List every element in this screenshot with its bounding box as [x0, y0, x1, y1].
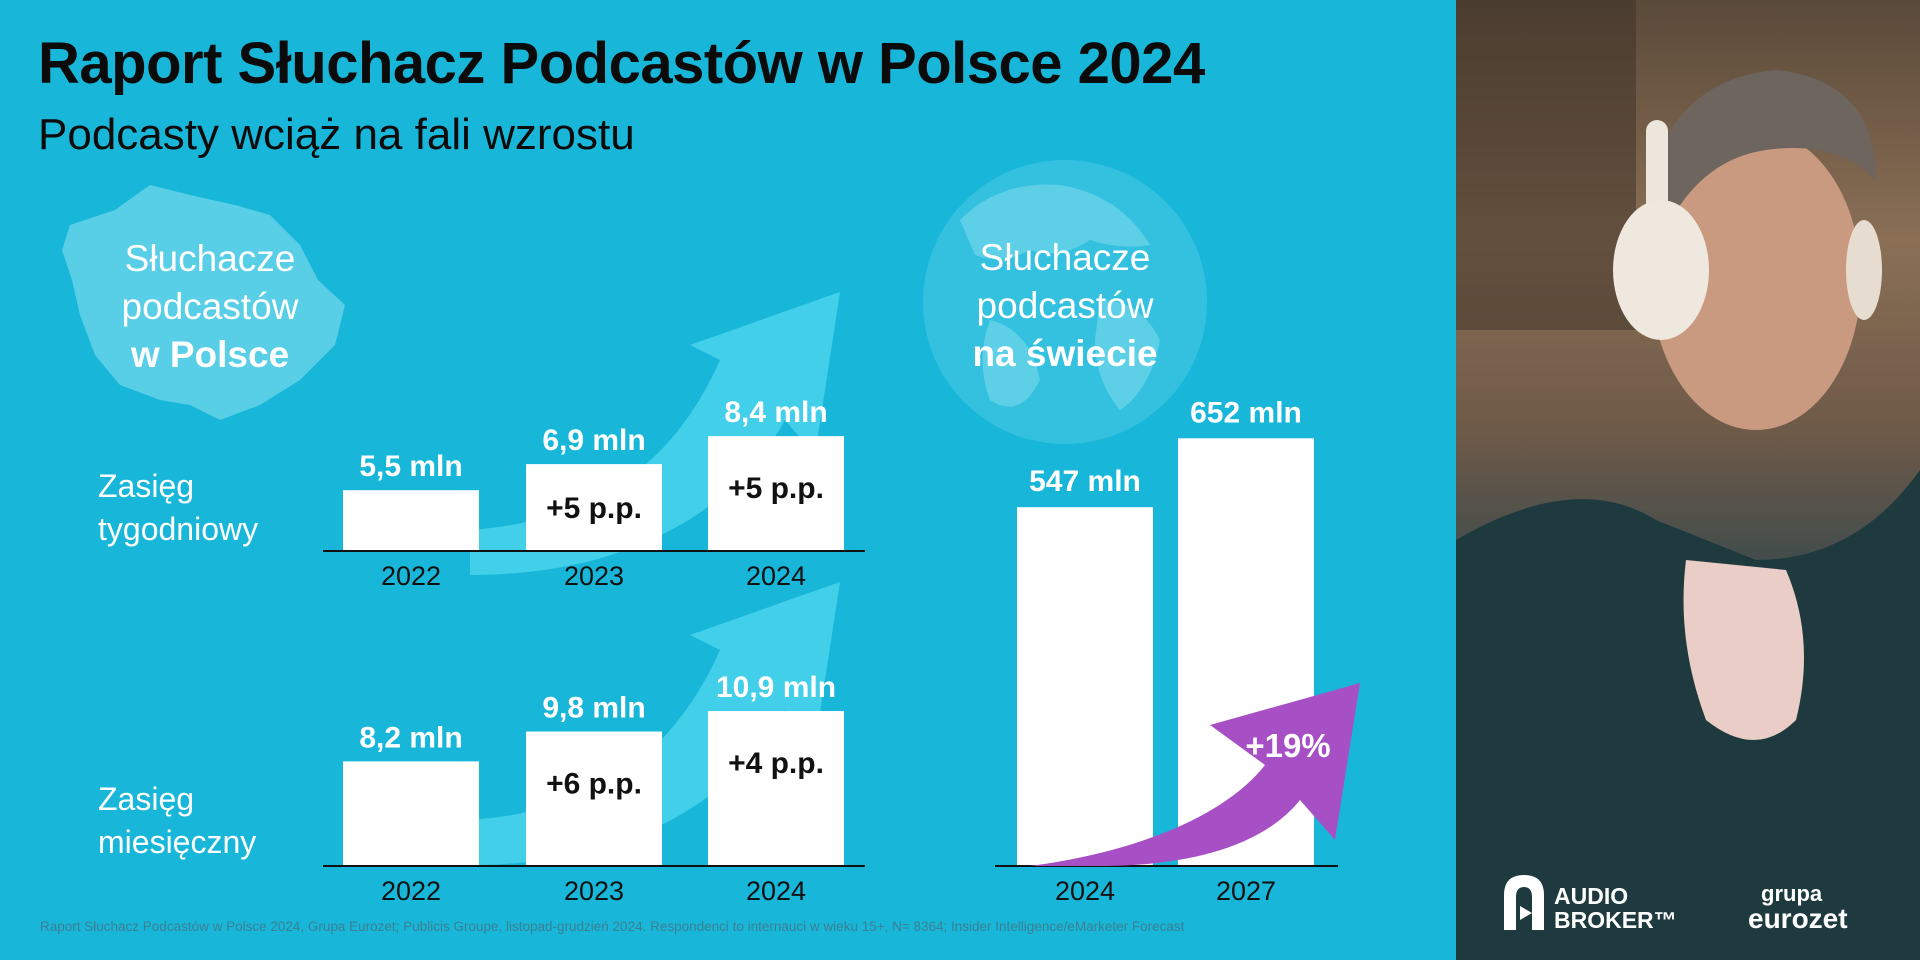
monthly-change-label-2024: +4 p.p.	[728, 747, 824, 780]
monthly-label-line1: Zasięg	[98, 781, 195, 817]
weekly-row-label: Zasięg tygodniowy	[98, 465, 258, 551]
charts: 5,5 mln 2022 6,9 mln +5 p.p. 2023 8,4 mln +5 p…	[323, 396, 1360, 906]
world-tick-2027: 2027	[1216, 876, 1276, 906]
monthly-bar-2024	[708, 711, 844, 866]
weekly-bar-2022	[343, 490, 479, 551]
face-shape	[1651, 130, 1861, 430]
monthly-bar-2022	[343, 761, 479, 866]
world-bar-2024	[1017, 507, 1153, 866]
world-label-line1: Słuchacze	[979, 237, 1151, 278]
page-title: Raport Słuchacz Podcastów w Polsce 2024	[38, 31, 1205, 96]
monthly-tick-2024: 2024	[746, 876, 806, 906]
world-value-label-2024: 547 mln	[1029, 465, 1141, 498]
weekly-bar-2023	[526, 464, 662, 551]
audio-broker-line1: AUDIO	[1554, 883, 1628, 909]
man-with-headphones-photo: AUDIO BROKER™ grupa eurozet	[1456, 0, 1920, 960]
decoration-layer	[62, 160, 1207, 865]
poland-map-icon	[62, 185, 345, 420]
world-label-line2: podcastów	[976, 285, 1154, 326]
monthly-value-label-2023: 9,8 mln	[542, 692, 645, 725]
monthly-bar-2023	[526, 731, 662, 866]
infographic-panel: Raport Słuchacz Podcastów w Polsce 2024 …	[0, 0, 1456, 960]
poland-label-line3: w Polsce	[130, 334, 290, 375]
monthly-tick-2022: 2022	[381, 876, 441, 906]
weekly-value-label-2023: 6,9 mln	[542, 424, 645, 457]
headphone-cup	[1613, 200, 1709, 340]
eurozet-line1: grupa	[1761, 881, 1823, 906]
weekly-change-label-2023: +5 p.p.	[546, 492, 642, 525]
monthly-label-line2: miesięczny	[98, 824, 257, 860]
play-icon	[1520, 906, 1532, 920]
audio-broker-line2: BROKER™	[1554, 907, 1677, 933]
page-subtitle: Podcasty wciąż na fali wzrostu	[38, 110, 635, 159]
background-shelf	[1456, 0, 1636, 330]
weekly-label-line1: Zasięg	[98, 468, 195, 504]
eurozet-line2: eurozet	[1748, 903, 1848, 934]
poland-label-line2: podcastów	[121, 286, 299, 327]
weekly-value-label-2022: 5,5 mln	[359, 450, 462, 483]
monthly-change-label-2023: +6 p.p.	[546, 768, 642, 801]
audio-broker-logo-icon	[1504, 875, 1544, 930]
growth-arrow-monthly	[470, 582, 840, 865]
headphone-cup-right	[1846, 220, 1882, 320]
hair-shape	[1646, 70, 1876, 240]
footnote: Raport Słuchacz Podcastów w Polsce 2024,…	[40, 919, 1185, 934]
photo-panel: AUDIO BROKER™ grupa eurozet	[1456, 0, 1920, 960]
weekly-tick-2022: 2022	[381, 561, 441, 591]
audio-broker-logo: AUDIO BROKER™	[1504, 875, 1677, 933]
weekly-bar-2024	[708, 436, 844, 551]
world-growth-arrow	[1030, 683, 1360, 866]
weekly-tick-2024: 2024	[746, 561, 806, 591]
poland-label-line1: Słuchacze	[124, 238, 296, 279]
world-tick-2024: 2024	[1055, 876, 1115, 906]
growth-arrow-weekly	[470, 292, 840, 575]
monthly-row-label: Zasięg miesięczny	[98, 778, 256, 864]
monthly-value-label-2022: 8,2 mln	[359, 721, 462, 754]
world-growth-label: +19%	[1245, 727, 1330, 764]
weekly-change-label-2024: +5 p.p.	[728, 472, 824, 505]
weekly-tick-2023: 2023	[564, 561, 624, 591]
monthly-tick-2023: 2023	[564, 876, 624, 906]
eurozet-logo: grupa eurozet	[1748, 881, 1848, 934]
world-label-line3: na świecie	[972, 333, 1158, 374]
world-section-label: Słuchacze podcastów na świecie	[945, 234, 1185, 378]
monthly-value-label-2024: 10,9 mln	[716, 671, 836, 704]
shirt-shape	[1456, 470, 1920, 960]
world-value-label-2027: 652 mln	[1190, 396, 1302, 429]
globe-continents	[960, 184, 1160, 410]
poland-section-label: Słuchacze podcastów w Polsce	[90, 235, 330, 379]
weekly-label-line2: tygodniowy	[98, 511, 259, 547]
tshirt-shape	[1683, 560, 1804, 740]
weekly-value-label-2024: 8,4 mln	[724, 396, 827, 429]
